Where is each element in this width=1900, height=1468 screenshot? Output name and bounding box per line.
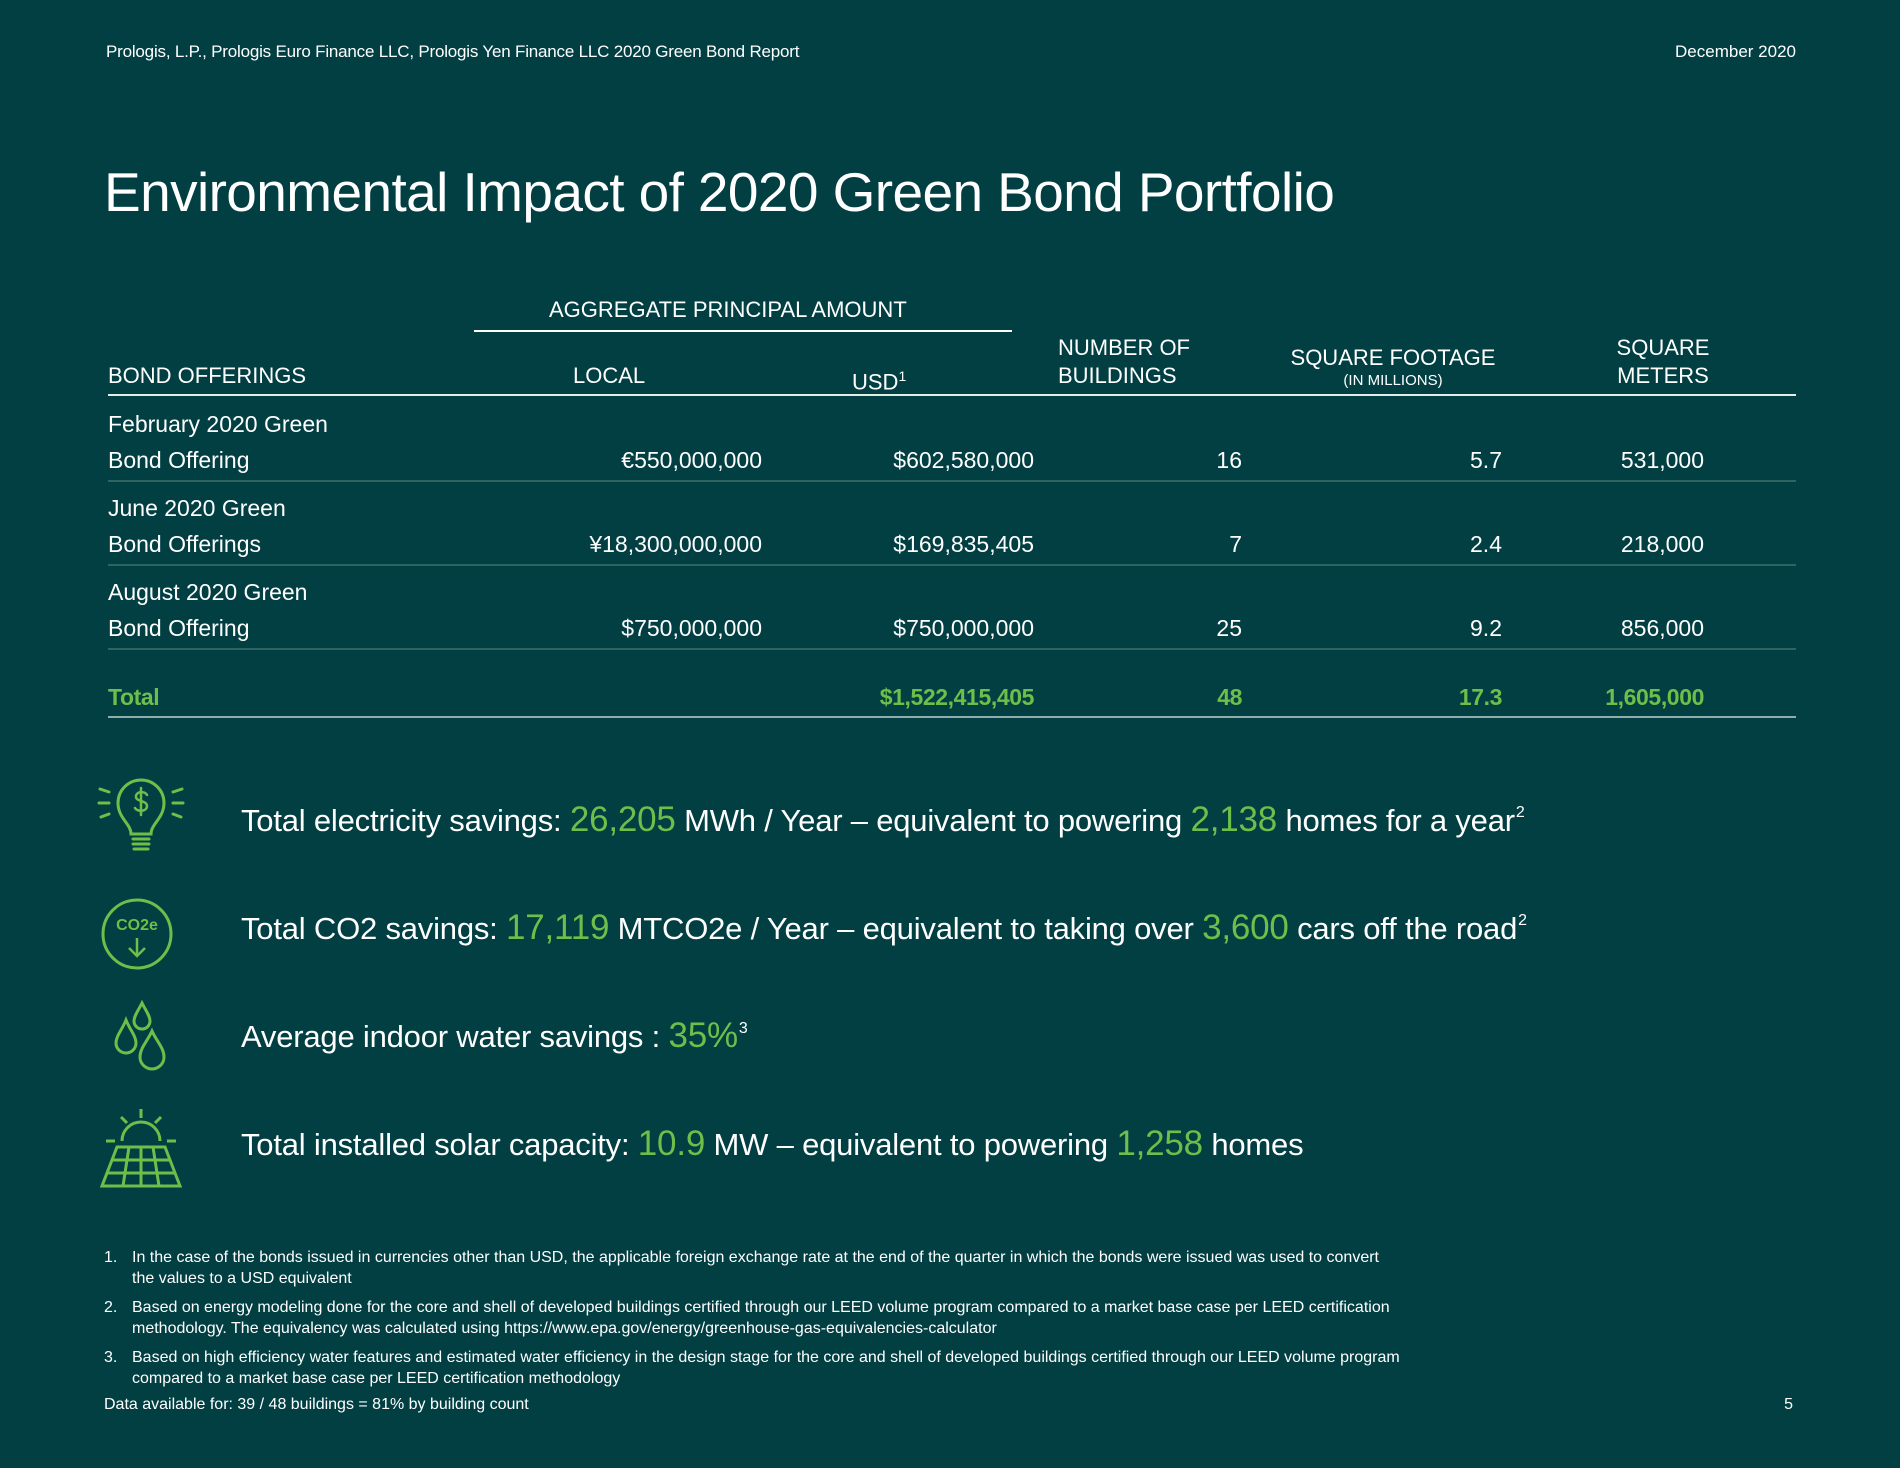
footnote-2: 2. Based on energy modeling done for the… [104,1299,1390,1337]
group-header-aggregate-principal: AGGREGATE PRINCIPAL AMOUNT [549,297,907,322]
data-availability-note: Data available for: 39 / 48 buildings = … [104,1396,529,1413]
col-header-square-footage: SQUARE FOOTAGE (IN MILLIONS) [1290,345,1496,389]
row-divider [108,648,1796,650]
footnote-1: 1. In the case of the bonds issued in cu… [104,1249,1379,1287]
row-divider [108,564,1796,566]
solar-mw-value: 10.9 [637,1124,706,1163]
col-header-buildings: NUMBER OF BUILDINGS [1058,335,1190,388]
impact-electricity-savings: Total electricity savings: 26,205 MWh / … [241,800,1525,839]
col-header-bond-offerings: BOND OFFERINGS [108,363,307,388]
electricity-mwh-value: 26,205 [569,800,676,839]
lightbulb-dollar-icon [96,776,186,856]
total-rule [108,716,1796,718]
co2e-down-icon: CO2e [97,894,177,974]
col-header-square-meters: SQUARE METERS [1616,335,1710,388]
footnote-3: 3. Based on high efficiency water featur… [104,1349,1400,1387]
col-header-usd: USD1 [852,368,907,395]
impact-solar-capacity: Total installed solar capacity: 10.9 MW … [241,1124,1304,1163]
impact-co2-savings: Total CO2 savings: 17,119 MTCO2e / Year … [241,908,1527,947]
co2-mtco2e-value: 17,119 [505,908,610,947]
usd-footnote-ref: 1 [898,368,907,384]
report-date: December 2020 [1675,42,1796,61]
svg-text:CO2e: CO2e [116,917,158,934]
report-header-title: Prologis, L.P., Prologis Euro Finance LL… [106,42,800,61]
row-divider [108,480,1796,482]
page-title: Environmental Impact of 2020 Green Bond … [104,161,1335,223]
solar-panel-icon [98,1108,184,1188]
page-number: 5 [1784,1396,1793,1413]
water-drops-icon [112,1000,172,1075]
group-header-underline [474,330,1012,332]
homes-powered-value: 2,138 [1190,800,1278,839]
col-header-local: LOCAL [573,363,646,388]
solar-homes-value: 1,258 [1116,1124,1203,1163]
water-savings-value: 35% [668,1016,738,1055]
impact-water-savings: Average indoor water savings : 35%3 [241,1016,748,1055]
cars-off-road-value: 3,600 [1202,908,1289,947]
header-rule [108,394,1796,396]
